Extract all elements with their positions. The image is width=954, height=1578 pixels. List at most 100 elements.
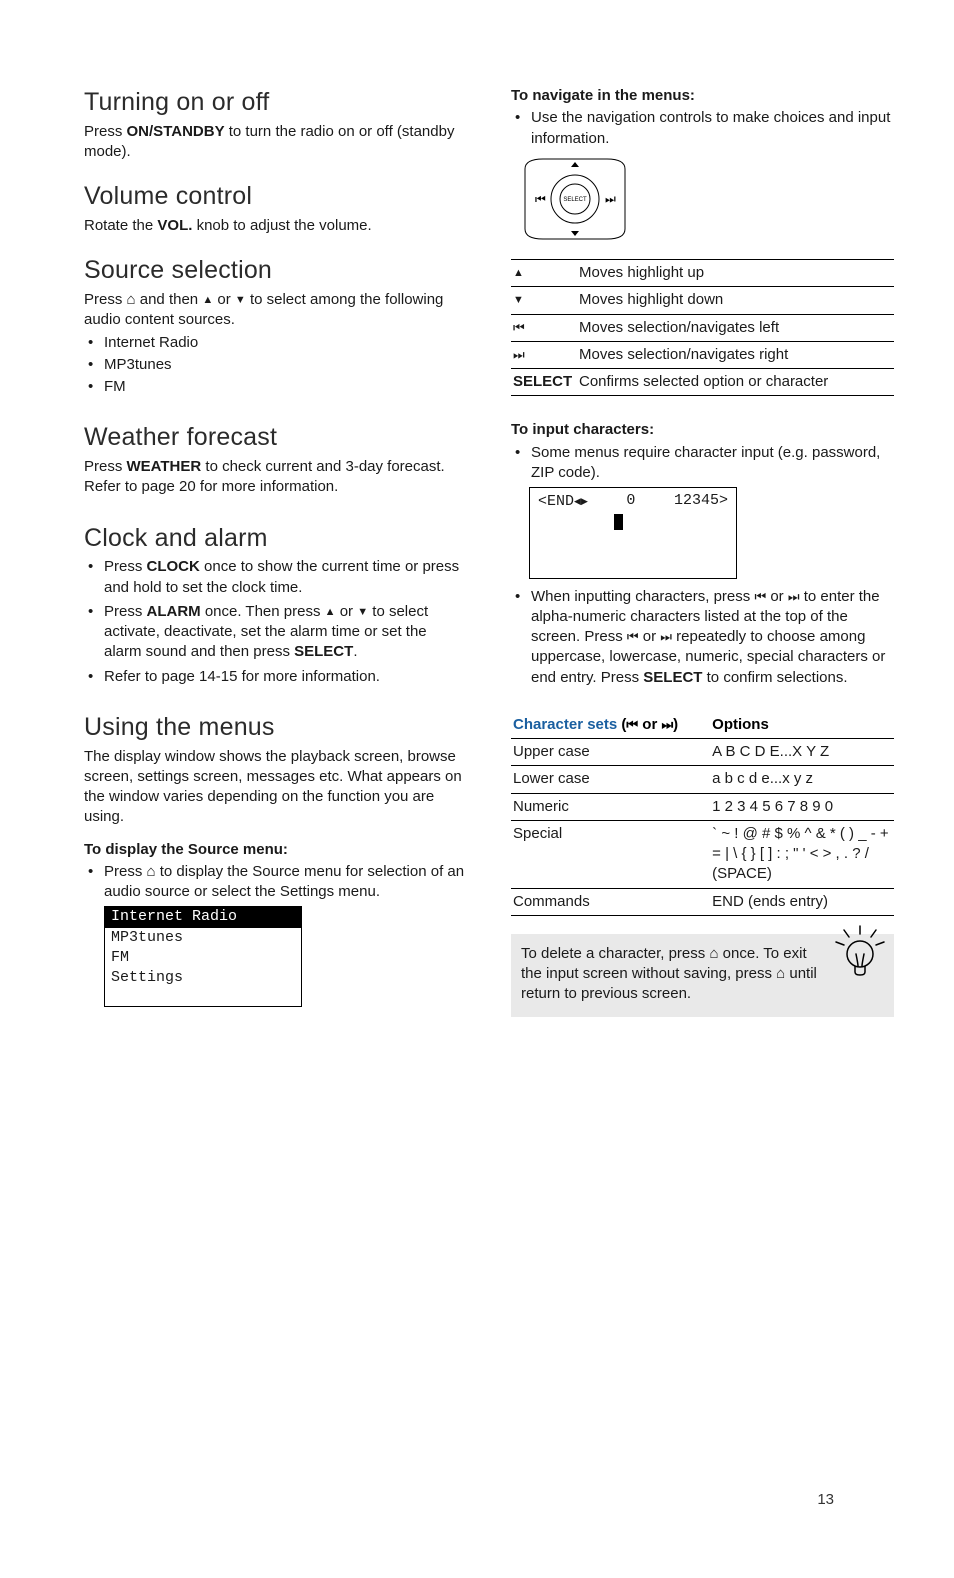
section-using-menus: Using the menus The display window shows… — [84, 711, 467, 1008]
prev-icon — [754, 588, 766, 605]
text: Press — [84, 291, 127, 308]
text: or — [638, 716, 661, 733]
cursor-icon — [614, 514, 623, 530]
cell-opt: END (ends entry) — [710, 888, 894, 915]
para-weather: Press WEATHER to check current and 3-day… — [84, 457, 467, 498]
para-using: The display window shows the playback sc… — [84, 747, 467, 828]
char-input-box: <END 0 12345> — [529, 487, 737, 579]
next-icon — [660, 628, 672, 645]
bold-subhead: To navigate in the menus: — [511, 87, 695, 104]
down-icon — [513, 291, 524, 308]
section-volume: Volume control Rotate the VOL. knob to a… — [84, 180, 467, 236]
col-header-options: Options — [710, 712, 894, 739]
bold-weather: WEATHER — [127, 458, 202, 475]
cell-opt: 1 2 3 4 5 6 7 8 9 0 — [710, 793, 894, 820]
text: Character sets — [513, 716, 617, 733]
text: Press — [84, 123, 127, 140]
table-row: Moves highlight up — [511, 260, 894, 287]
next-icon — [661, 716, 673, 733]
up-icon — [513, 264, 524, 281]
svg-text:SELECT: SELECT — [563, 197, 587, 203]
bold-select: SELECT — [643, 669, 702, 686]
down-icon — [357, 603, 368, 620]
list-item: Press to display the Source menu for sel… — [86, 862, 467, 1008]
subhead-input: To input characters: — [511, 420, 894, 440]
desc-cell: Moves selection/navigates right — [577, 341, 894, 368]
text: Rotate the — [84, 217, 157, 234]
key-cell — [511, 260, 577, 287]
section-source-selection: Source selection Press and then or to se… — [84, 254, 467, 397]
text: Press — [84, 458, 127, 475]
para-turning: Press ON/STANDBY to turn the radio on or… — [84, 122, 467, 163]
cell-name: Commands — [511, 888, 710, 915]
cell-opt: A B C D E...X Y Z — [710, 739, 894, 766]
text: and then — [136, 291, 203, 308]
char-digits: 12345> — [674, 491, 728, 512]
bold-vol: VOL. — [157, 217, 192, 234]
section-turning-on-off: Turning on or off Press ON/STANDBY to tu… — [84, 86, 467, 162]
section-clock-alarm: Clock and alarm Press CLOCK once to show… — [84, 522, 467, 687]
source-list: Internet Radio MP3tunes FM — [84, 333, 467, 398]
cell-opt: a b c d e...x y z — [710, 766, 894, 793]
page-number: 13 — [817, 1490, 834, 1510]
text: <END — [538, 493, 574, 510]
desc-cell: Moves selection/navigates left — [577, 314, 894, 341]
text: to confirm selections. — [702, 669, 847, 686]
list-item: Use the navigation controls to make choi… — [513, 108, 894, 149]
list-item: FM — [86, 377, 467, 397]
up-icon — [325, 603, 336, 620]
heading-weather: Weather forecast — [84, 421, 467, 455]
desc-cell: Confirms selected option or character — [577, 369, 894, 396]
menu-row: Settings — [105, 968, 301, 988]
up-icon — [202, 291, 213, 308]
home-icon — [147, 863, 156, 880]
clock-list: Press CLOCK once to show the current tim… — [84, 557, 467, 687]
home-icon — [127, 291, 136, 308]
list-item: MP3tunes — [86, 355, 467, 375]
lightbulb-icon — [832, 924, 888, 986]
list-item: When inputting characters, press or to e… — [513, 587, 894, 688]
text: ) — [673, 716, 678, 733]
list-item: Internet Radio — [86, 333, 467, 353]
right-arrow-icon — [581, 492, 588, 509]
home-icon — [709, 945, 718, 962]
prev-icon — [627, 628, 639, 645]
menu-row: FM — [105, 948, 301, 968]
table-row: Lower case a b c d e...x y z — [511, 766, 894, 793]
svg-text:⏭: ⏭ — [605, 192, 616, 206]
cell-name: Special — [511, 820, 710, 888]
text: to display the Source menu for selection… — [104, 863, 464, 900]
text: When inputting characters, press — [531, 588, 754, 605]
menu-spacer — [105, 988, 301, 1006]
key-cell — [511, 341, 577, 368]
display-source-list: Press to display the Source menu for sel… — [84, 862, 467, 1008]
heading-using: Using the menus — [84, 711, 467, 745]
text: once. Then press — [201, 603, 325, 620]
bold-select: SELECT — [294, 643, 353, 660]
svg-text:⏮: ⏮ — [535, 192, 546, 206]
next-icon — [513, 346, 525, 363]
table-row: Moves highlight down — [511, 287, 894, 314]
text: knob to adjust the volume. — [192, 217, 371, 234]
text: or — [766, 588, 788, 605]
text: . — [353, 643, 357, 660]
table-row: Commands END (ends entry) — [511, 888, 894, 915]
prev-icon — [513, 319, 525, 336]
key-cell — [511, 287, 577, 314]
home-icon — [776, 965, 785, 982]
section-input-chars: To input characters: Some menus require … — [511, 420, 894, 688]
subhead-display-source: To display the Source menu: — [84, 840, 467, 860]
section-weather: Weather forecast Press WEATHER to check … — [84, 421, 467, 497]
prev-icon — [626, 716, 638, 733]
list-item: Press ALARM once. Then press or to selec… — [86, 602, 467, 663]
col-header-charset: Character sets ( or ) — [511, 712, 710, 739]
left-column: Turning on or off Press ON/STANDBY to tu… — [84, 86, 467, 1031]
text: or — [213, 291, 235, 308]
cell-name: Lower case — [511, 766, 710, 793]
char-zero: 0 — [626, 491, 635, 512]
desc-cell: Moves highlight up — [577, 260, 894, 287]
menu-row: MP3tunes — [105, 928, 301, 948]
table-row: Special ` ~ ! @ # $ % ^ & * ( ) _ - + = … — [511, 820, 894, 888]
right-column: To navigate in the menus: Use the naviga… — [511, 86, 894, 1031]
input-list: Some menus require character input (e.g.… — [511, 443, 894, 484]
